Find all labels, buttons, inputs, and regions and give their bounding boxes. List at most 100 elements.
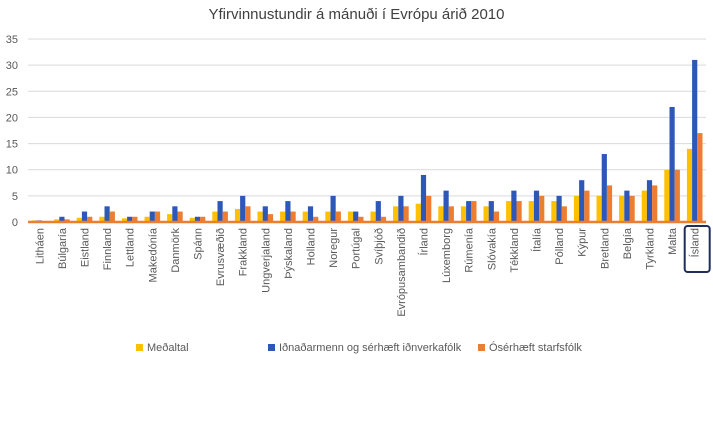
x-tick-label: Holland (306, 228, 318, 265)
bar (516, 201, 522, 222)
x-tick-label: Ítalía (531, 227, 544, 252)
legend-label: Iðnaðarmenn og sérhæft iðnverkafólk (279, 342, 462, 354)
bar (573, 195, 580, 222)
bar (686, 148, 693, 222)
bar (664, 169, 670, 222)
bar (448, 206, 454, 222)
bar (353, 211, 359, 222)
y-tick-label: 5 (12, 191, 18, 203)
bar (76, 217, 82, 222)
bar (302, 211, 308, 222)
bar (375, 201, 381, 222)
legend-swatch (478, 344, 485, 351)
bar (172, 206, 178, 222)
bar (200, 216, 206, 222)
x-tick-label: Ísland (689, 228, 702, 257)
bar (646, 180, 653, 222)
bar (167, 214, 173, 222)
bar (127, 216, 133, 222)
x-tick-label: Slóvakía (486, 227, 498, 270)
bar (539, 195, 545, 222)
y-tick-label: 0 (12, 217, 18, 229)
x-tick-label: Búlgaría (57, 227, 69, 269)
x-tick-label: Eistland (80, 228, 92, 267)
bar (506, 201, 512, 222)
legend-swatch (268, 344, 275, 351)
x-tick-label: Evrópusambandið (396, 228, 408, 317)
bar (669, 106, 675, 222)
bar (692, 59, 698, 222)
bar (335, 211, 341, 222)
bar (217, 201, 223, 222)
bar (212, 211, 218, 222)
bar (393, 206, 399, 222)
x-tick-label: Spánn (193, 228, 205, 260)
bar (641, 190, 647, 222)
bar (358, 216, 364, 222)
bar (347, 211, 354, 222)
bar (194, 216, 201, 222)
y-tick-label: 25 (6, 86, 18, 98)
bar (222, 211, 228, 222)
bar (121, 218, 128, 222)
bar (511, 190, 517, 222)
bar (280, 211, 286, 222)
legend-swatch (136, 344, 143, 351)
bar (488, 201, 494, 222)
bar (697, 133, 703, 222)
x-tick-label: Noregur (328, 228, 340, 268)
highlight-box (683, 225, 711, 273)
y-tick-label: 10 (6, 165, 18, 177)
bar (596, 195, 602, 222)
y-tick-label: 15 (6, 139, 18, 151)
chart-title: Yfirvinnustundir á mánuði í Evrópu árið … (208, 6, 505, 23)
bar (330, 195, 336, 222)
bar (420, 174, 427, 222)
bar (285, 201, 291, 222)
bar (493, 211, 500, 222)
y-tick-label: 20 (6, 112, 18, 124)
bar (81, 211, 88, 222)
bar (415, 203, 421, 222)
bar (149, 211, 155, 222)
bar (528, 201, 534, 222)
x-tick-label: Lúxemborg (441, 228, 453, 283)
bar (674, 169, 680, 222)
bar (325, 211, 331, 222)
bar (471, 201, 477, 222)
bar (483, 206, 489, 222)
bar (556, 195, 562, 222)
bar (177, 211, 183, 222)
bar (370, 211, 376, 222)
x-tick-label: Þýskaland (283, 228, 295, 279)
x-tick-label: Tyrkland (645, 228, 657, 270)
bar (403, 206, 409, 222)
x-tick-label: Írland (418, 228, 431, 256)
bar (99, 216, 105, 222)
x-tick-label: Litháen (34, 228, 46, 264)
bar (307, 206, 314, 222)
bar (189, 217, 195, 222)
bar (109, 211, 115, 222)
bar (240, 195, 246, 222)
bar (87, 216, 93, 222)
bar (398, 195, 404, 222)
x-tick-label: Danmörk (170, 228, 182, 273)
x-tick-label: Rúmenía (464, 227, 476, 273)
bar (438, 206, 444, 222)
legend-label: Meðaltal (147, 342, 189, 354)
bar (54, 219, 60, 222)
bar (267, 214, 274, 222)
y-tick-label: 35 (6, 34, 18, 46)
bar (104, 206, 110, 222)
x-tick-label: Bretland (599, 228, 611, 269)
bar (245, 206, 251, 222)
bar (380, 216, 387, 222)
legend-label: Ósérhæft starfsfólk (489, 341, 582, 354)
bar (132, 216, 138, 222)
bar (144, 216, 150, 222)
bar (262, 206, 268, 222)
bar (606, 185, 613, 222)
bar (624, 190, 630, 222)
